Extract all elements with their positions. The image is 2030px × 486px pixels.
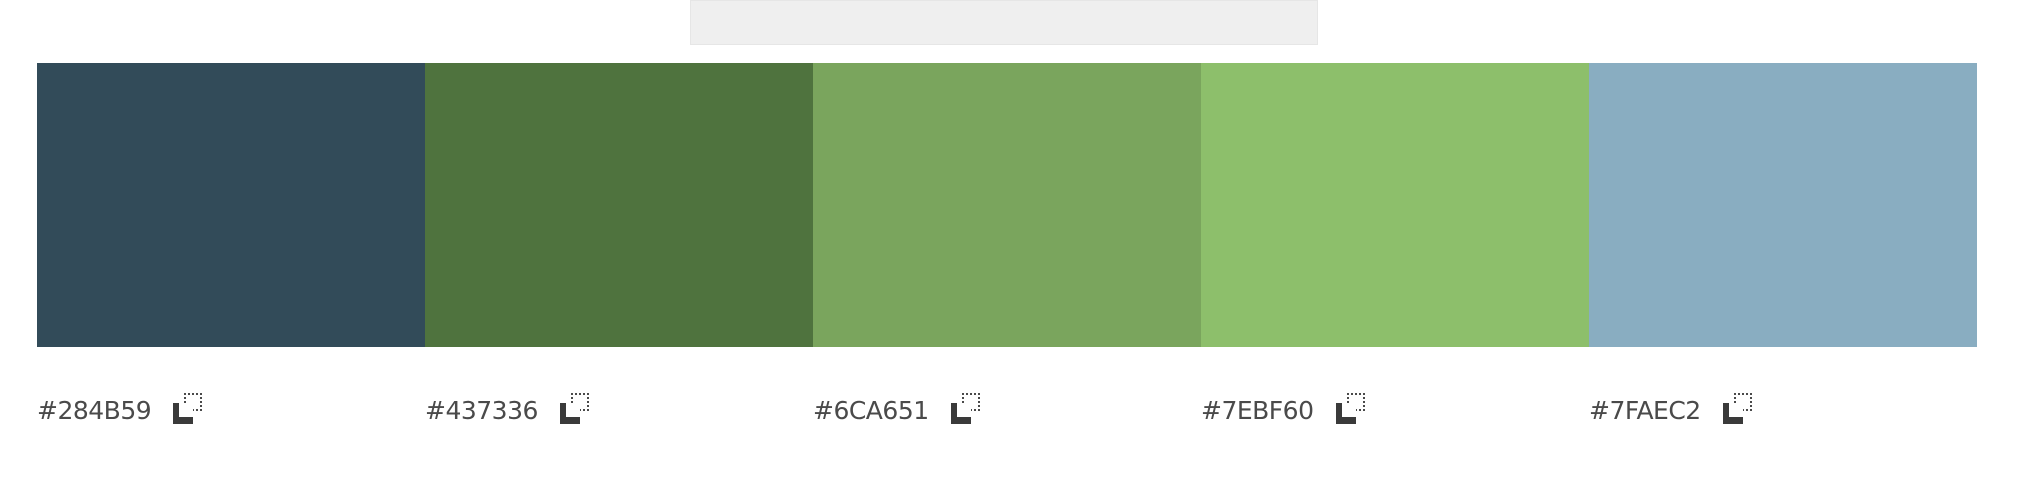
palette-label-row: #284B59 #437336 #6CA651 #7EBF60 #7FA <box>37 385 1977 435</box>
color-swatch-5[interactable] <box>1589 63 1977 347</box>
color-label-cell-5: #7FAEC2 <box>1589 385 1977 435</box>
hex-code-label: #7EBF60 <box>1201 395 1314 425</box>
color-swatch-3[interactable] <box>813 63 1201 347</box>
hex-code-label: #6CA651 <box>813 395 929 425</box>
palette-swatch-row <box>37 63 1977 347</box>
copy-icon[interactable] <box>559 393 594 427</box>
copy-icon[interactable] <box>1335 393 1370 427</box>
color-swatch-1[interactable] <box>37 63 425 347</box>
color-swatch-2[interactable] <box>425 63 813 347</box>
color-label-cell-2: #437336 <box>425 385 813 435</box>
color-label-cell-4: #7EBF60 <box>1201 385 1589 435</box>
top-toolbar <box>690 0 1318 45</box>
copy-icon[interactable] <box>1722 393 1757 427</box>
color-label-cell-1: #284B59 <box>37 385 425 435</box>
hex-code-label: #7FAEC2 <box>1589 395 1701 425</box>
hex-code-label: #437336 <box>425 395 538 425</box>
color-label-cell-3: #6CA651 <box>813 385 1201 435</box>
hex-code-label: #284B59 <box>37 395 152 425</box>
copy-icon[interactable] <box>173 393 207 427</box>
color-swatch-4[interactable] <box>1201 63 1589 347</box>
copy-icon[interactable] <box>950 393 985 427</box>
